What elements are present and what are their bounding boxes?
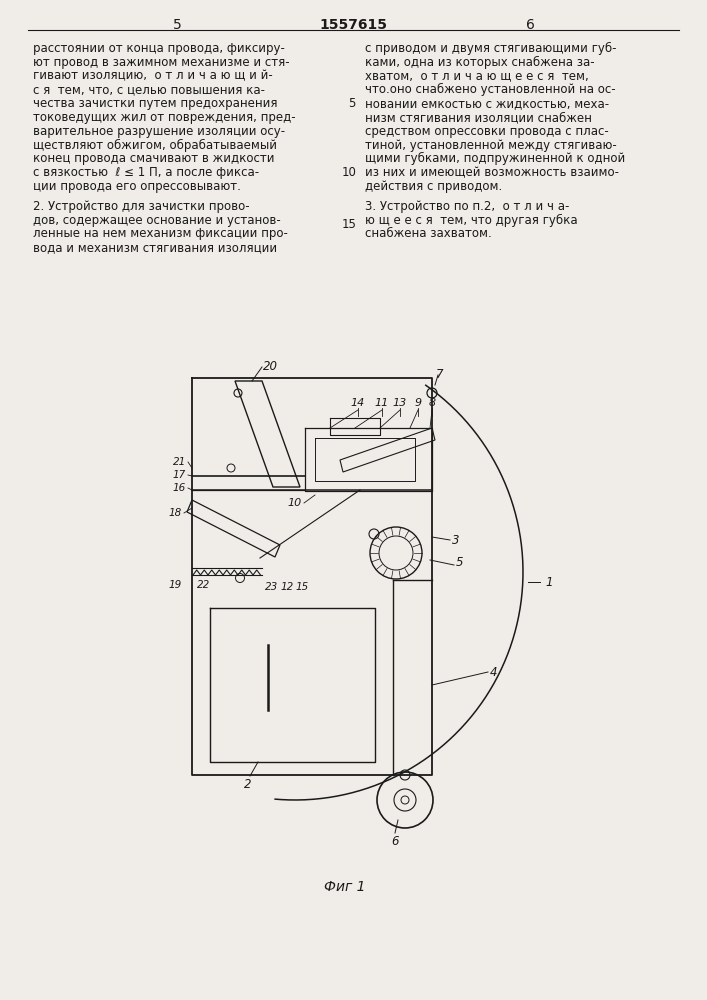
Text: ю щ е е с я  тем, что другая губка: ю щ е е с я тем, что другая губка (365, 214, 578, 227)
Text: 6: 6 (391, 835, 399, 848)
Text: варительное разрушение изоляции осу-: варительное разрушение изоляции осу- (33, 125, 285, 138)
Text: 3: 3 (452, 534, 460, 546)
Text: 15: 15 (296, 582, 309, 592)
Text: конец провода смачивают в жидкости: конец провода смачивают в жидкости (33, 152, 274, 165)
Text: действия с приводом.: действия с приводом. (365, 180, 502, 193)
Text: 3. Устройство по п.2,  о т л и ч а-: 3. Устройство по п.2, о т л и ч а- (365, 200, 569, 213)
Text: из них и имеющей возможность взаимо-: из них и имеющей возможность взаимо- (365, 166, 619, 179)
Text: 1: 1 (545, 576, 552, 588)
Text: тиной, установленной между стягиваю-: тиной, установленной между стягиваю- (365, 139, 617, 152)
Text: 15: 15 (341, 218, 356, 231)
Text: 16: 16 (173, 483, 186, 493)
Text: 6: 6 (525, 18, 534, 32)
Text: 18: 18 (169, 508, 182, 518)
Text: ют провод в зажимном механизме и стя-: ют провод в зажимном механизме и стя- (33, 56, 290, 69)
Text: 5: 5 (456, 556, 464, 568)
Text: щими губками, подпружиненной к одной: щими губками, подпружиненной к одной (365, 152, 625, 165)
Text: гивают изоляцию,  о т л и ч а ю щ и й-: гивают изоляцию, о т л и ч а ю щ и й- (33, 70, 273, 83)
Text: ками, одна из которых снабжена за-: ками, одна из которых снабжена за- (365, 56, 595, 69)
Text: что.оно снабжено установленной на ос-: что.оно снабжено установленной на ос- (365, 83, 616, 96)
Text: с вязкостью  ℓ ≤ 1 П, а после фикса-: с вязкостью ℓ ≤ 1 П, а после фикса- (33, 166, 259, 179)
Text: 9: 9 (414, 398, 421, 408)
Text: расстоянии от конца провода, фиксиру-: расстоянии от конца провода, фиксиру- (33, 42, 285, 55)
Text: 10: 10 (288, 498, 302, 508)
Text: дов, содержащее основание и установ-: дов, содержащее основание и установ- (33, 214, 281, 227)
Text: 17: 17 (173, 470, 186, 480)
Text: 2: 2 (244, 778, 252, 791)
Text: снабжена захватом.: снабжена захватом. (365, 227, 492, 240)
Text: новании емкостью с жидкостью, меха-: новании емкостью с жидкостью, меха- (365, 97, 609, 110)
Text: 4: 4 (490, 666, 498, 678)
Text: хватом,  о т л и ч а ю щ е е с я  тем,: хватом, о т л и ч а ю щ е е с я тем, (365, 70, 589, 83)
Text: 22: 22 (197, 580, 210, 590)
Text: 19: 19 (169, 580, 182, 590)
Text: токоведущих жил от повреждения, пред-: токоведущих жил от повреждения, пред- (33, 111, 296, 124)
Text: ществляют обжигом, обрабатываемый: ществляют обжигом, обрабатываемый (33, 139, 277, 152)
Text: 8: 8 (428, 398, 436, 408)
Text: ленные на нем механизм фиксации про-: ленные на нем механизм фиксации про- (33, 227, 288, 240)
Text: 7: 7 (436, 368, 444, 381)
Text: вода и механизм стягивания изоляции: вода и механизм стягивания изоляции (33, 241, 277, 254)
Text: 23: 23 (265, 582, 279, 592)
Text: 20: 20 (262, 360, 278, 373)
Text: 10: 10 (341, 166, 356, 179)
Text: низм стягивания изоляции снабжен: низм стягивания изоляции снабжен (365, 111, 592, 124)
Text: 13: 13 (393, 398, 407, 408)
Text: 11: 11 (375, 398, 389, 408)
Text: 21: 21 (173, 457, 186, 467)
Text: Фиг 1: Фиг 1 (325, 880, 366, 894)
Text: ции провода его опрессовывают.: ции провода его опрессовывают. (33, 180, 241, 193)
Text: 12: 12 (281, 582, 293, 592)
Text: 5: 5 (349, 97, 356, 110)
Text: 5: 5 (173, 18, 182, 32)
Text: чества зачистки путем предохранения: чества зачистки путем предохранения (33, 97, 278, 110)
Text: 2. Устройство для зачистки прово-: 2. Устройство для зачистки прово- (33, 200, 250, 213)
Text: с приводом и двумя стягивающими губ-: с приводом и двумя стягивающими губ- (365, 42, 617, 55)
Text: средством опрессовки провода с плас-: средством опрессовки провода с плас- (365, 125, 609, 138)
Text: 14: 14 (351, 398, 365, 408)
Text: с я  тем, что, с целью повышения ка-: с я тем, что, с целью повышения ка- (33, 83, 265, 96)
Text: 1557615: 1557615 (319, 18, 387, 32)
